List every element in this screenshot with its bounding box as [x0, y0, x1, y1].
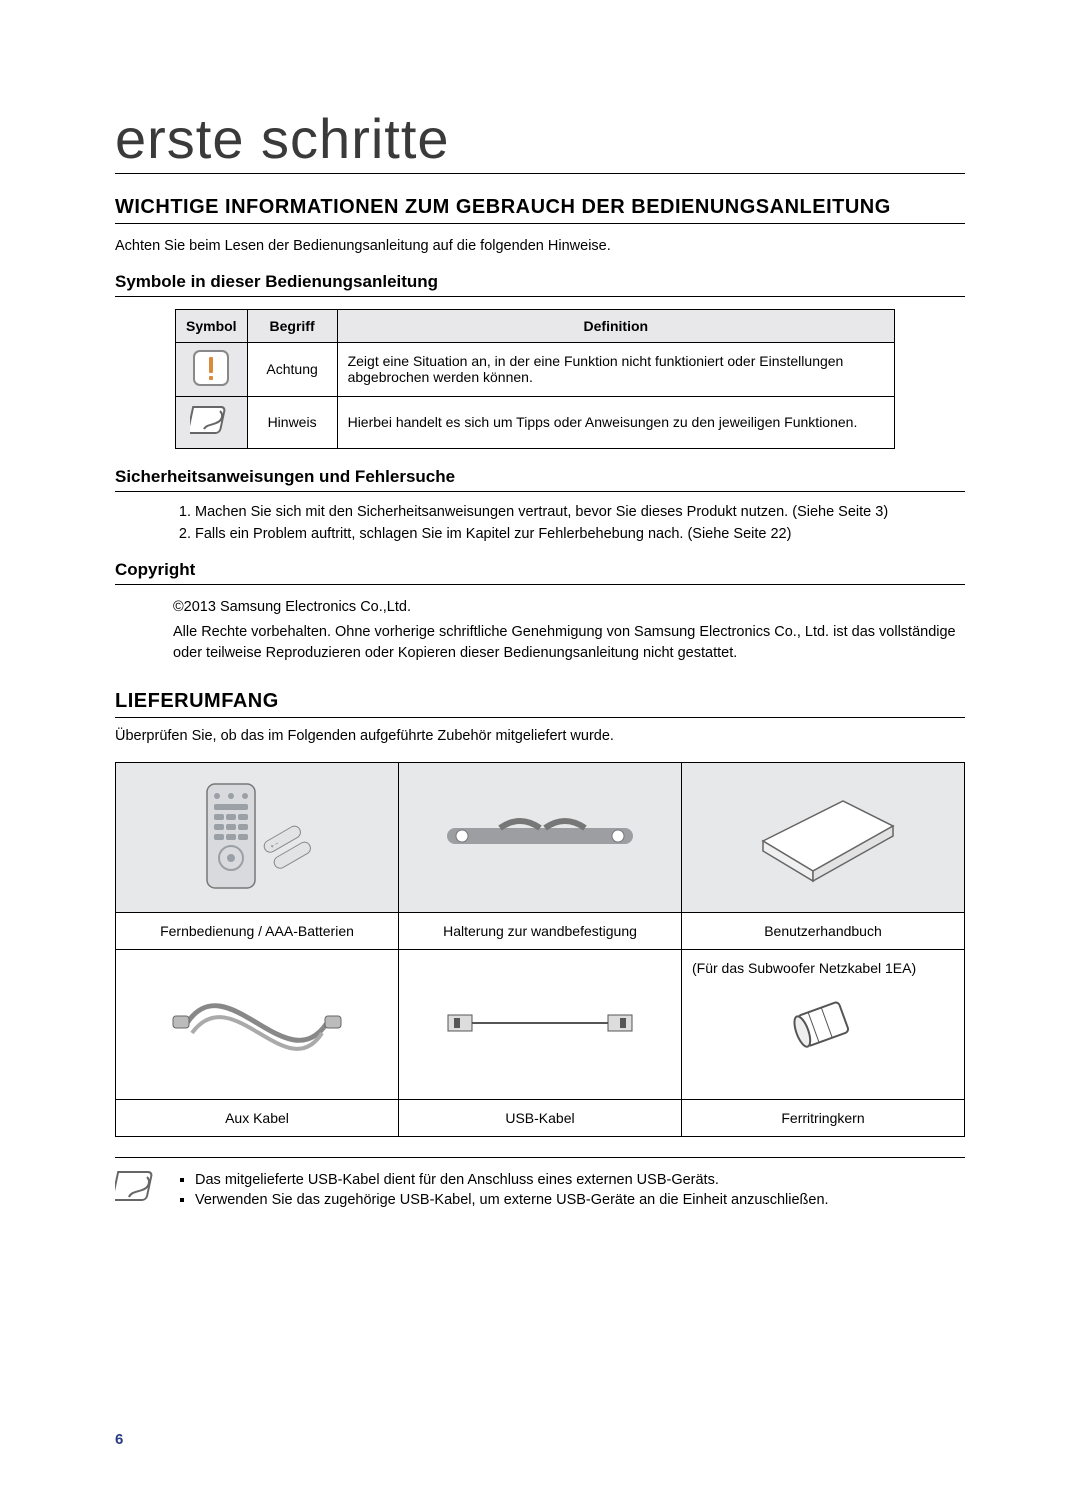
intro-text: Achten Sie beim Lesen der Bedienungsanle… — [115, 238, 965, 254]
accessory-image-manual — [682, 762, 965, 912]
note-icon — [190, 403, 232, 442]
footnotes-block: Das mitgelieferte USB-Kabel dient für de… — [115, 1157, 965, 1208]
accessory-image-remote: + − — [116, 762, 399, 912]
section-heading-contents: LIEFERUMFANG — [115, 690, 965, 718]
safety-list: Machen Sie sich mit den Sicherheitsanwei… — [173, 504, 965, 542]
section-heading-important-info: WICHTIGE INFORMATIONEN ZUM GEBRAUCH DER … — [115, 196, 965, 224]
accessory-label: Fernbedienung / AAA-Batterien — [116, 912, 399, 949]
list-item: Falls ein Problem auftritt, schlagen Sie… — [195, 526, 965, 542]
accessory-label: Ferritringkern — [682, 1099, 965, 1136]
copyright-block: ©2013 Samsung Electronics Co.,Ltd. Alle … — [173, 597, 965, 664]
definition-cell: Hierbei handelt es sich um Tipps oder An… — [337, 396, 894, 448]
subheading-safety: Sicherheitsanweisungen und Fehlersuche — [115, 467, 965, 492]
table-row: Hinweis Hierbei handelt es sich um Tipps… — [176, 396, 895, 448]
note-icon — [115, 1168, 161, 1213]
ferrite-note: (Für das Subwoofer Netzkabel 1EA) — [692, 960, 954, 976]
footnotes-list: Das mitgelieferte USB-Kabel dient für de… — [195, 1172, 965, 1208]
term-cell: Achtung — [247, 342, 337, 396]
list-item: Verwenden Sie das zugehörige USB-Kabel, … — [195, 1192, 965, 1208]
list-item: Machen Sie sich mit den Sicherheitsanwei… — [195, 504, 965, 520]
table-header-symbol: Symbol — [176, 309, 248, 342]
subheading-copyright: Copyright — [115, 560, 965, 585]
page-title: erste schritte — [115, 110, 965, 173]
accessory-label: Halterung zur wandbefestigung — [399, 912, 682, 949]
symbols-table: Symbol Begriff Definition Achtung — [175, 309, 895, 449]
definition-cell: Zeigt eine Situation an, in der eine Fun… — [337, 342, 894, 396]
table-row: Achtung Zeigt eine Situation an, in der … — [176, 342, 895, 396]
term-cell: Hinweis — [247, 396, 337, 448]
table-header-definition: Definition — [337, 309, 894, 342]
accessory-image-bracket — [399, 762, 682, 912]
table-header-term: Begriff — [247, 309, 337, 342]
page-number: 6 — [115, 1431, 123, 1448]
accessory-label: Benutzerhandbuch — [682, 912, 965, 949]
caution-icon — [192, 349, 230, 390]
accessory-image-usb-cable — [399, 949, 682, 1099]
copyright-line: Alle Rechte vorbehalten. Ohne vorherige … — [173, 622, 965, 664]
subheading-symbols: Symbole in dieser Bedienungsanleitung — [115, 272, 965, 297]
accessory-image-ferrite: (Für das Subwoofer Netzkabel 1EA) — [682, 949, 965, 1099]
accessory-label: USB-Kabel — [399, 1099, 682, 1136]
accessory-label: Aux Kabel — [116, 1099, 399, 1136]
list-item: Das mitgelieferte USB-Kabel dient für de… — [195, 1172, 965, 1188]
copyright-line: ©2013 Samsung Electronics Co.,Ltd. — [173, 597, 965, 618]
accessory-image-aux-cable — [116, 949, 399, 1099]
intro-text: Überprüfen Sie, ob das im Folgenden aufg… — [115, 728, 965, 744]
accessories-table: + − — [115, 762, 965, 1137]
